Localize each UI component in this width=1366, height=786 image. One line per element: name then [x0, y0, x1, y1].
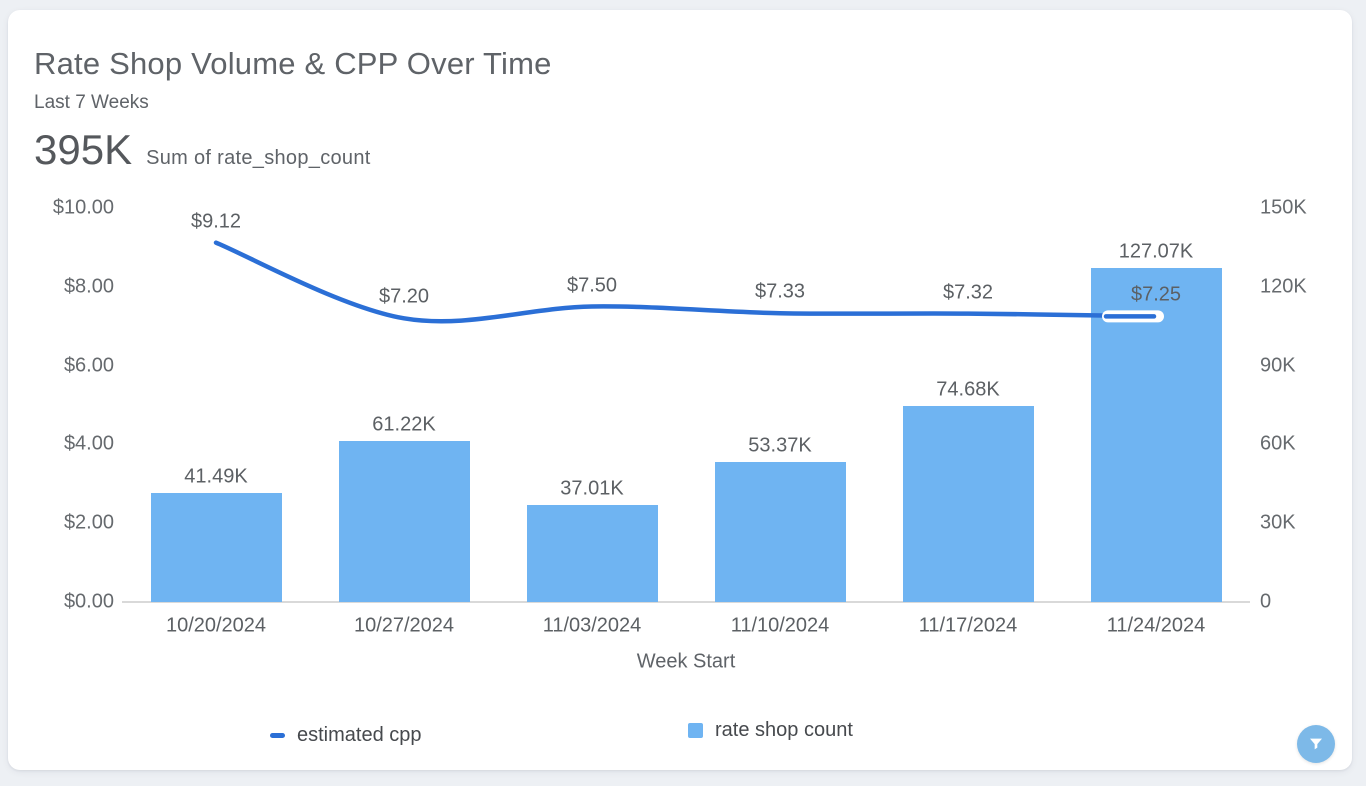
x-axis-label: 10/27/2024: [353, 614, 455, 637]
bar[interactable]: [714, 461, 846, 602]
filter-funnel-icon: [1308, 736, 1324, 752]
x-axis-label: 11/17/2024: [918, 614, 1018, 637]
x-axis-baseline: [122, 601, 1250, 603]
cpp-value-label: $7.50: [566, 274, 618, 296]
cpp-value-label: $7.25: [1130, 283, 1182, 306]
x-axis-label: 11/24/2024: [1106, 614, 1206, 637]
line-series-marker-icon: [270, 733, 285, 738]
legend-label: rate shop count: [715, 719, 853, 741]
bar-value-label: 127.07K: [1118, 240, 1194, 263]
x-axis-label: 11/03/2024: [542, 614, 642, 637]
bar[interactable]: [150, 493, 282, 602]
legend-item-estimated-cpp[interactable]: estimated cpp: [270, 724, 422, 747]
cpp-value-label: $7.33: [754, 280, 806, 303]
right-axis-tick: 0: [1260, 590, 1272, 613]
filter-button[interactable]: [1297, 725, 1335, 763]
kpi-row: 395K Sum of rate_shop_count: [34, 126, 371, 174]
x-axis-label: 10/20/2024: [165, 614, 267, 637]
kpi-value: 395K: [34, 126, 133, 173]
cpp-line: [213, 240, 1159, 324]
bar[interactable]: [902, 405, 1034, 602]
bar[interactable]: [526, 504, 658, 602]
kpi-caption: Sum of rate_shop_count: [146, 147, 371, 169]
left-axis-tick: $0.00: [63, 590, 114, 613]
left-axis-tick: $2.00: [63, 511, 114, 534]
bar[interactable]: [1090, 268, 1222, 602]
right-axis-tick: 60K: [1260, 432, 1296, 455]
left-axis-tick: $4.00: [63, 432, 114, 455]
cpp-value-label: $7.20: [378, 285, 430, 308]
left-axis-tick: $8.00: [63, 275, 114, 298]
legend-label: estimated cpp: [297, 724, 422, 746]
right-axis-tick: 90K: [1260, 354, 1296, 377]
page-title: Rate Shop Volume & CPP Over Time: [34, 46, 552, 81]
bar-value-label: 61.22K: [372, 413, 436, 436]
bar[interactable]: [338, 441, 470, 602]
cpp-value-label: $9.12: [190, 210, 242, 233]
bar-value-label: 53.37K: [748, 434, 812, 457]
left-axis-tick: $6.00: [63, 354, 114, 377]
right-axis-tick: 30K: [1260, 511, 1296, 534]
chart-subtitle: Last 7 Weeks: [34, 92, 149, 113]
x-axis-label: 11/10/2024: [730, 614, 830, 637]
bar-value-label: 37.01K: [560, 477, 624, 500]
right-axis-tick: 120K: [1260, 275, 1307, 298]
bar-value-label: 41.49K: [184, 465, 248, 488]
legend-item-rate-shop-count[interactable]: rate shop count: [688, 719, 853, 742]
bar-value-label: 74.68K: [936, 378, 1000, 401]
chart-card: Rate Shop Volume & CPP Over Time Last 7 …: [8, 10, 1352, 770]
bar-series-marker-icon: [688, 723, 703, 738]
chart-legend: estimated cpp rate shop count: [8, 714, 1352, 754]
left-axis-tick: $10.00: [52, 196, 114, 219]
x-axis-title: Week Start: [636, 650, 736, 673]
combo-chart: $10.00 $8.00 $6.00 $4.00 $2.00 $0.00 150K 120K 9…: [8, 10, 1352, 770]
right-axis-tick: 150K: [1260, 196, 1307, 219]
cpp-value-label: $7.32: [942, 281, 994, 304]
